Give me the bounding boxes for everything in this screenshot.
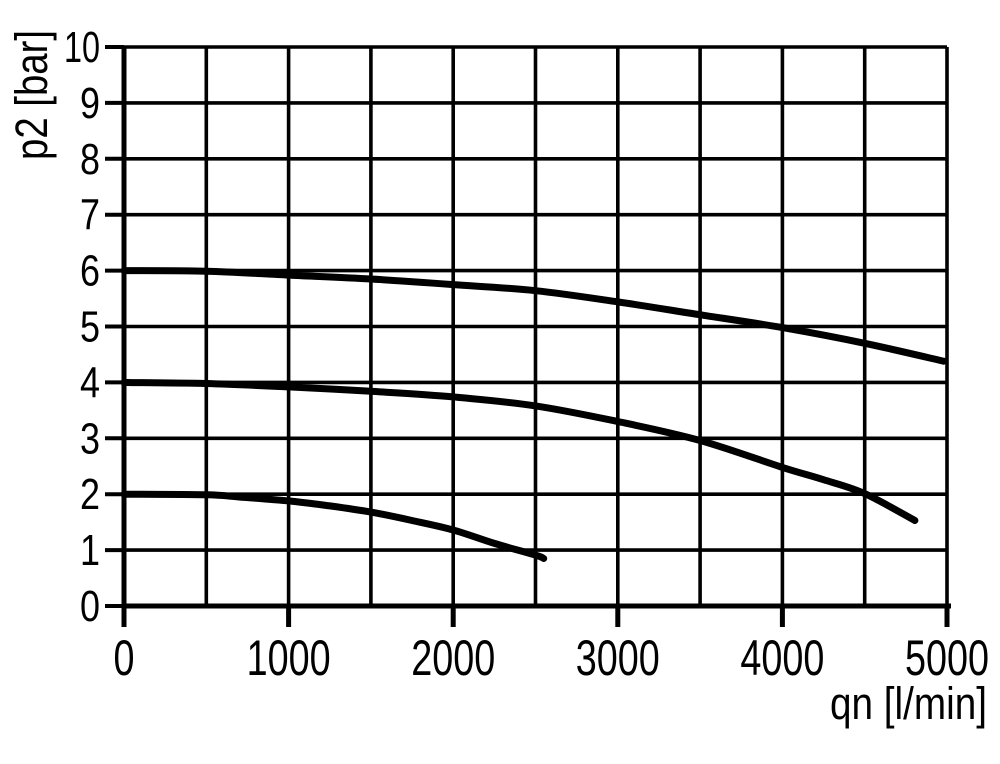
x-tick-label: 0: [114, 630, 135, 686]
axis-layer: [105, 45, 951, 627]
curve-layer: [120, 267, 948, 562]
y-tick-label: 5: [80, 303, 100, 352]
curve-inlet-2bar: [120, 490, 548, 562]
y-tick-label: 4: [80, 358, 100, 407]
y-axis-title: p2 [bar]: [6, 30, 57, 160]
x-axis-title: qn [l/min]: [830, 678, 987, 729]
curve-inlet-6bar: [120, 267, 948, 365]
y-tick-label: 7: [80, 191, 100, 240]
y-tick-label: 2: [80, 470, 100, 519]
y-tick-label: 1: [80, 526, 100, 575]
x-tick-label: 4000: [740, 630, 824, 686]
y-tick-label: 3: [80, 414, 100, 463]
y-tick-label: 0: [80, 582, 100, 631]
x-tick-label: 1000: [247, 630, 331, 686]
tick-label-layer: 0 1 2 3 4 5 6 7 8 9 10 0 1000 2000 3000 4000 5000: [64, 23, 989, 686]
y-tick-label: 10: [64, 23, 100, 72]
y-tick-label: 6: [80, 247, 100, 296]
y-tick-label: 9: [80, 79, 100, 128]
x-tick-label: 3000: [576, 630, 660, 686]
grid-layer: [124, 45, 949, 606]
y-tick-label: 8: [80, 135, 100, 184]
x-tick-label: 2000: [411, 630, 495, 686]
curve-inlet-4bar: [120, 378, 919, 524]
x-tick-label: 5000: [905, 630, 989, 686]
